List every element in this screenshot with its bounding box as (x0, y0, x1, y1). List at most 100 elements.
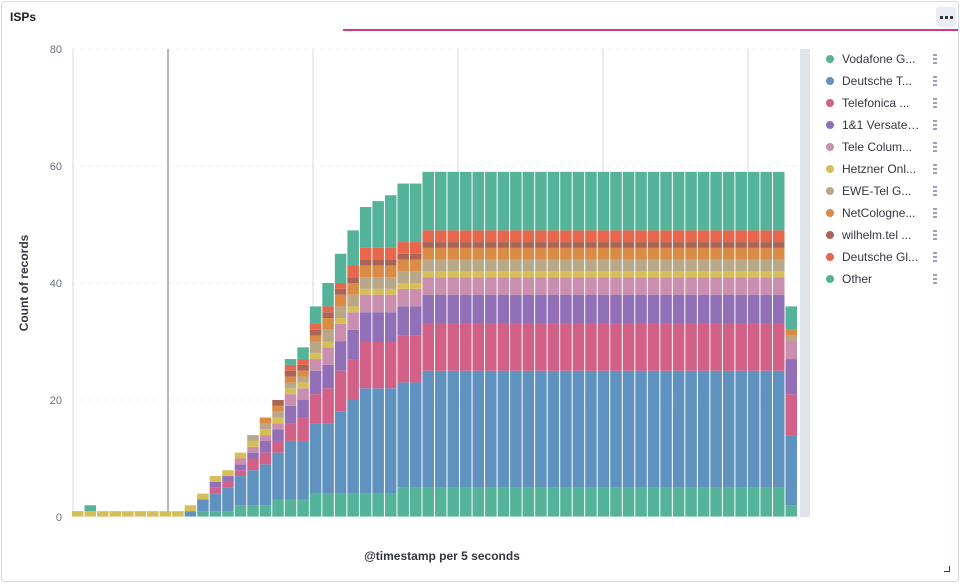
legend-label: Hetzner Onl... (842, 162, 917, 176)
bar-segment (247, 470, 259, 506)
legend-options-icon[interactable] (933, 230, 937, 240)
bar-segment (347, 493, 359, 517)
legend-options-icon[interactable] (933, 76, 937, 86)
legend-label: EWE-Tel G... (842, 184, 912, 198)
bar-segment (510, 294, 522, 324)
bar-segment (660, 323, 672, 371)
bar-segment (272, 405, 284, 412)
bar-segment (197, 493, 209, 500)
bar-segment (585, 277, 597, 295)
bar-segment (747, 242, 760, 248)
bar-segment (447, 323, 460, 371)
bar-segment (710, 271, 722, 278)
bar-segment (259, 440, 272, 453)
legend-options-icon[interactable] (933, 208, 937, 218)
resize-handle-icon[interactable] (944, 566, 950, 572)
bar-segment (422, 230, 434, 243)
bar-segment (522, 242, 535, 248)
bar-segment (397, 335, 409, 383)
legend-options-icon[interactable] (933, 274, 937, 284)
bar-segment (535, 259, 547, 272)
bar-segment (384, 247, 397, 260)
bar-segment (272, 417, 284, 424)
bar-segment (472, 487, 485, 517)
bar-segment (647, 247, 660, 260)
bar-segment (447, 247, 460, 260)
bar-segment (685, 294, 697, 324)
bar-segment (460, 230, 472, 243)
y-tick-label: 40 (50, 278, 62, 290)
bar-segment (572, 294, 585, 324)
bar-segment (747, 247, 760, 260)
more-dots-icon (939, 15, 943, 19)
bar-segment (309, 306, 322, 324)
legend-options-icon[interactable] (933, 252, 937, 262)
bar-segment (635, 230, 647, 243)
bar-segment (522, 487, 535, 517)
bar-segment (359, 493, 372, 517)
legend-item[interactable]: Deutsche Gl... (822, 246, 942, 268)
legend-item[interactable]: Telefonica ... (822, 92, 942, 114)
bar-segment (334, 283, 347, 289)
legend-item[interactable]: Vodafone G... (822, 48, 942, 70)
bar-segment (297, 382, 309, 389)
legend-item[interactable]: Other (822, 268, 942, 290)
bar-segment (647, 277, 660, 295)
bar-segment (735, 277, 747, 295)
bar-segment (722, 247, 735, 260)
bar-segment (485, 242, 497, 248)
bar-segment (585, 242, 597, 248)
bar-segment (685, 259, 697, 272)
bar-segment (622, 230, 635, 243)
bar-segment (272, 429, 284, 441)
bar-segment (535, 370, 547, 488)
legend-item[interactable]: NetCologne... (822, 202, 942, 224)
bar-segment (234, 470, 247, 477)
legend-item[interactable]: wilhelm.tel ... (822, 224, 942, 246)
bar-segment (347, 312, 359, 330)
bar-segment (247, 440, 259, 447)
chart-scrollbar[interactable] (800, 49, 810, 517)
legend-item[interactable]: Deutsche T... (822, 70, 942, 92)
bar-segment (447, 271, 460, 278)
bar-segment (722, 323, 735, 371)
bar-segment (272, 411, 284, 418)
bar-segment (259, 417, 272, 424)
bar-segment (472, 323, 485, 371)
bar-segment (322, 312, 334, 319)
legend-options-icon[interactable] (933, 142, 937, 152)
bar-segment (272, 400, 284, 406)
bar-segment (685, 277, 697, 295)
legend-item[interactable]: 1&1 Versatel... (822, 114, 942, 136)
bar-segment (247, 452, 259, 459)
bar-segment (347, 359, 359, 400)
bar-segment (485, 259, 497, 272)
legend-item[interactable]: Hetzner Onl... (822, 158, 942, 180)
legend-options-icon[interactable] (933, 98, 937, 108)
bar-segment (685, 230, 697, 243)
legend-item[interactable]: Tele Colum... (822, 136, 942, 158)
bar-segment (610, 323, 622, 371)
bar-segment (585, 487, 597, 517)
bar-segment (510, 487, 522, 517)
bar-segment (622, 271, 635, 278)
bar-segment (422, 171, 434, 231)
bar-segment (772, 247, 785, 260)
legend-item[interactable]: EWE-Tel G... (822, 180, 942, 202)
bar-segment (572, 230, 585, 243)
bar-segment (497, 323, 510, 371)
bar-segment (447, 171, 460, 231)
bar-segment (259, 505, 272, 517)
bar-segment (560, 271, 572, 278)
bar-segment (472, 294, 485, 324)
bar-segment (572, 171, 585, 231)
legend-options-icon[interactable] (933, 164, 937, 174)
panel-options-button[interactable] (936, 7, 956, 27)
bar-segment (347, 265, 359, 278)
legend-options-icon[interactable] (933, 54, 937, 64)
legend-options-icon[interactable] (933, 186, 937, 196)
legend-options-icon[interactable] (933, 120, 937, 130)
bar-segment (84, 511, 97, 517)
bar-segment (422, 487, 434, 517)
bar-segment (722, 370, 735, 488)
